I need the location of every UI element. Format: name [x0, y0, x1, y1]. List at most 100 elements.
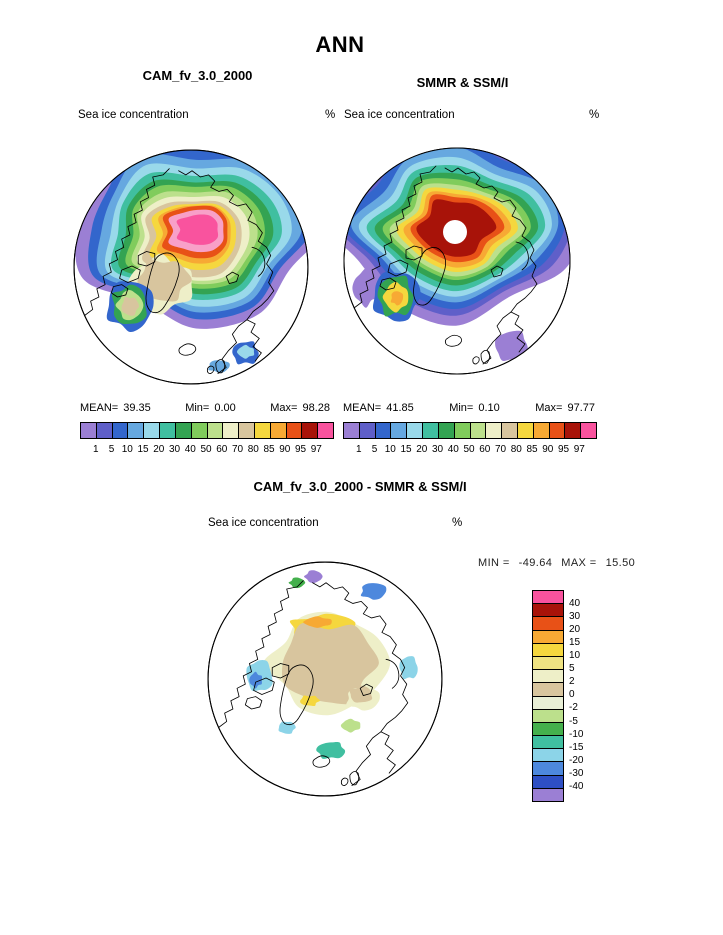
map-boundary-circle [207, 561, 443, 797]
tick-label: 85 [526, 444, 538, 455]
contour-region [121, 296, 140, 316]
tick-label: 1 [355, 444, 362, 455]
min-label: MIN = [478, 557, 510, 569]
contour-region [349, 685, 373, 703]
map-clip-group [211, 570, 418, 786]
tick-label: 70 [494, 444, 507, 455]
colorbar-cell [407, 423, 424, 438]
tick-label: 0 [569, 689, 575, 701]
diff-units-label: % [452, 517, 463, 529]
tick-label: 60 [479, 444, 491, 455]
contour-region [303, 570, 323, 584]
contour-region [176, 214, 219, 245]
model-field-label: Sea ice concentration [78, 109, 189, 121]
ice-concentration-field [75, 150, 308, 373]
colorbar-cell [254, 423, 271, 438]
colorbar-cell [533, 683, 563, 697]
colorbar-cell [318, 423, 333, 438]
colorbar-cell [391, 423, 408, 438]
tick-label: 85 [263, 444, 275, 455]
contour-region [303, 616, 332, 628]
colorbar-cell [223, 423, 240, 438]
colorbar-cell [112, 423, 129, 438]
obs-colorbar [343, 422, 597, 439]
tick-label: 5 [569, 663, 575, 675]
colorbar-cell [533, 749, 563, 763]
colorbar-cell [81, 423, 97, 438]
tick-label: 5 [108, 444, 115, 455]
obs-colorbar-ticks: 1 5 10 15 20 30 40 50 60 70 80 85 90 95 97 [343, 444, 603, 455]
tick-label: 30 [168, 444, 181, 455]
mean-label: MEAN= [80, 402, 119, 414]
tick-label: 40 [184, 444, 196, 455]
tick-label: -5 [569, 715, 578, 727]
diff-colorbar-ticks: 40 30 20 15 10 5 2 0 -2 -5 -10 -15 -20 -30 -40 [569, 590, 599, 807]
min-value: 0.10 [478, 402, 500, 414]
max-label: Max= [270, 402, 298, 414]
contour-region [288, 577, 306, 589]
colorbar-cell [502, 423, 518, 438]
tick-label: 15 [400, 444, 412, 455]
colorbar-cell [533, 643, 563, 657]
colorbar-cell [96, 423, 113, 438]
colorbar-cell [533, 670, 563, 684]
tick-label: 10 [569, 650, 581, 662]
obs-stats: MEAN= 41.85 Min= 0.10 Max= 97.77 [343, 402, 595, 414]
colorbar-cell [581, 423, 596, 438]
contour-region [360, 583, 387, 600]
tick-label: 40 [447, 444, 459, 455]
colorbar-cell [533, 736, 563, 750]
contour-region [316, 741, 346, 759]
tick-label: 15 [569, 636, 581, 648]
colorbar-cell [175, 423, 192, 438]
colorbar-cell [533, 775, 563, 789]
colorbar-cell [286, 423, 303, 438]
tick-label: -15 [569, 741, 584, 753]
colorbar-cell [359, 423, 376, 438]
tick-label: 97 [573, 444, 585, 455]
colorbar-cell [438, 423, 455, 438]
max-label: MAX = [561, 557, 597, 569]
colorbar-cell [423, 423, 439, 438]
colorbar-cell [207, 423, 224, 438]
tick-label: 30 [431, 444, 444, 455]
colorbar-cell [533, 604, 563, 618]
contour-region [399, 656, 418, 680]
tick-label: -30 [569, 768, 584, 780]
contour-region [390, 291, 404, 306]
obs-units-label: % [589, 109, 600, 121]
colorbar-cell [517, 423, 534, 438]
mean-value: 39.35 [123, 402, 151, 414]
min-value: -49.64 [518, 557, 553, 569]
colorbar-cell [533, 630, 563, 644]
colorbar-cell [191, 423, 208, 438]
max-value: 15.50 [605, 557, 636, 569]
tick-label: 10 [121, 444, 133, 455]
tick-label: 80 [510, 444, 522, 455]
model-colorbar [80, 422, 334, 439]
tick-label: 30 [569, 610, 581, 622]
map-boundary-circle [343, 147, 571, 375]
mean-label: MEAN= [343, 402, 382, 414]
tick-label: 10 [384, 444, 396, 455]
tick-label: 70 [231, 444, 244, 455]
tick-label: 15 [137, 444, 149, 455]
colorbar-cell [549, 423, 566, 438]
colorbar-cell [270, 423, 287, 438]
tick-label: 95 [294, 444, 307, 455]
contour-region [352, 268, 380, 308]
model-units-label: % [325, 109, 336, 121]
tick-label: 20 [569, 623, 581, 635]
colorbar-cell [128, 423, 145, 438]
max-label: Max= [535, 402, 563, 414]
max-value: 98.28 [302, 402, 330, 414]
tick-label: 95 [557, 444, 570, 455]
colorbar-cell [533, 696, 563, 710]
obs-panel-title: SMMR & SSM/I [416, 75, 509, 90]
obs-field-label: Sea ice concentration [344, 109, 455, 121]
model-panel-title: CAM_fv_3.0_2000 [142, 68, 253, 83]
tick-label: -20 [569, 754, 584, 766]
contour-region [340, 718, 361, 733]
max-value: 97.77 [567, 402, 595, 414]
